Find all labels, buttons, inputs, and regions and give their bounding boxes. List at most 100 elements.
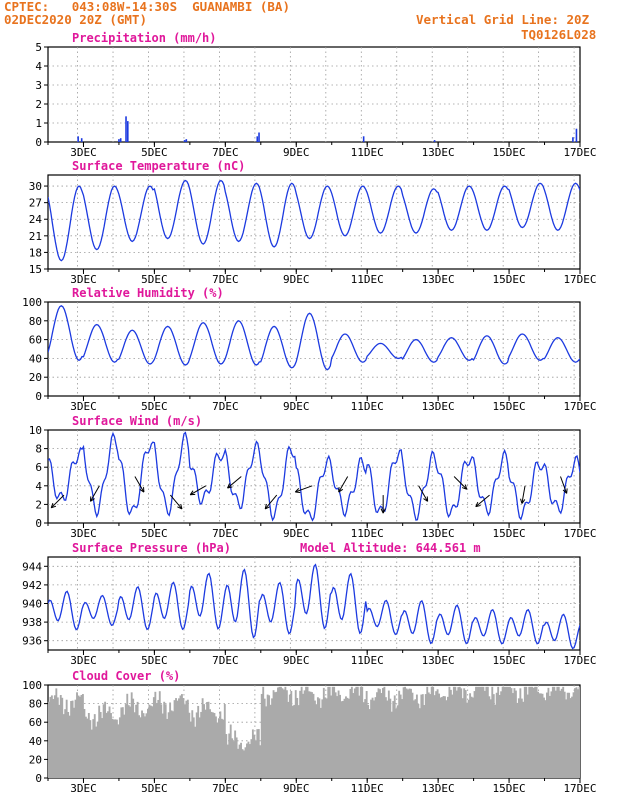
cloud-bar bbox=[154, 691, 157, 778]
grid-note: Vertical Grid Line: 20Z bbox=[416, 12, 590, 27]
cloud-bar bbox=[207, 701, 210, 778]
cloud-bar bbox=[333, 686, 336, 778]
cloud-bar bbox=[132, 698, 135, 778]
cloud-bar bbox=[149, 705, 152, 778]
cloud-bar bbox=[562, 686, 565, 778]
y-tick-label: 6 bbox=[35, 461, 42, 474]
cloud-bar bbox=[248, 744, 251, 778]
wind-arrow bbox=[295, 485, 313, 493]
cloud-bar bbox=[517, 698, 520, 778]
cloud-bar bbox=[299, 690, 302, 778]
cloud-bar bbox=[364, 699, 367, 778]
cloud-bar bbox=[358, 695, 361, 778]
cloud-bar bbox=[89, 720, 92, 778]
cloud-bar bbox=[423, 705, 426, 778]
cloud-bar bbox=[509, 686, 511, 778]
cloud-bar bbox=[396, 705, 399, 778]
cloud-bar bbox=[92, 719, 95, 778]
cloud-bar bbox=[173, 700, 176, 778]
x-tick-label: 3DEC bbox=[70, 654, 97, 667]
cloud-bar bbox=[296, 697, 299, 778]
cloud-bar bbox=[107, 711, 109, 778]
cloud-bar bbox=[144, 716, 146, 778]
cloud-bar bbox=[170, 710, 173, 778]
wind-arrow-head bbox=[294, 488, 300, 493]
wind-arrow-head bbox=[227, 483, 231, 489]
cloud-bar bbox=[319, 707, 322, 778]
cloud-bar bbox=[84, 716, 87, 778]
cloud-bar bbox=[430, 686, 433, 778]
cloud-bar bbox=[285, 690, 288, 778]
cloud-bar bbox=[485, 686, 488, 778]
y-tick-label: 30 bbox=[29, 180, 42, 193]
cloud-bar bbox=[278, 686, 281, 778]
cloud-bar bbox=[526, 694, 529, 778]
cloud-bar bbox=[330, 695, 333, 778]
cloud-bar bbox=[81, 694, 84, 778]
cloud-bar bbox=[392, 701, 395, 778]
cloud-bar bbox=[195, 712, 198, 778]
cloud-bar bbox=[475, 686, 477, 778]
cloud-bar bbox=[429, 694, 432, 778]
cloud-bar bbox=[71, 700, 74, 778]
cloud-bar bbox=[271, 698, 274, 778]
cloud-bar bbox=[263, 698, 266, 778]
cloud-bar bbox=[426, 686, 429, 778]
cloud-bar bbox=[414, 699, 417, 778]
cloud-bar bbox=[417, 703, 420, 778]
cloud-bar bbox=[411, 692, 414, 778]
y-tick-label: 0 bbox=[35, 772, 42, 785]
series-line bbox=[48, 179, 580, 262]
cloud-bar bbox=[49, 696, 52, 778]
cloud-bar bbox=[574, 688, 576, 778]
wind-arrow-head bbox=[189, 490, 194, 496]
wind-arrow bbox=[338, 476, 349, 493]
cloud-bar bbox=[53, 695, 56, 778]
panel-2: Relative Humidity (%) 0 20 40 60 80 100 3DEC 5DE… bbox=[22, 286, 596, 413]
x-tick-label: 3DEC bbox=[70, 527, 97, 540]
panel-3: Surface Wind (m/s) 0 2 4 6 8 10 3DEC 5DEC 7DEC 9DE… bbox=[29, 414, 597, 540]
wind-arrow-head bbox=[51, 505, 57, 509]
cloud-bar bbox=[113, 719, 115, 778]
cloud-bar bbox=[449, 689, 452, 778]
cloud-bar bbox=[302, 693, 305, 778]
y-tick-label: 0 bbox=[35, 517, 42, 530]
cloud-bar bbox=[291, 705, 294, 778]
cloud-bar bbox=[99, 712, 102, 778]
cloud-bar bbox=[457, 687, 460, 778]
cloud-bar bbox=[234, 730, 237, 778]
cloud-bar bbox=[578, 686, 580, 778]
x-tick-label: 7DEC bbox=[212, 273, 239, 286]
y-tick-label: 40 bbox=[29, 352, 42, 365]
y-tick-label: 21 bbox=[29, 230, 42, 243]
y-tick-label: 20 bbox=[29, 753, 42, 766]
panel-title: Surface Temperature (nC) bbox=[72, 159, 245, 173]
cloud-bar bbox=[175, 698, 177, 778]
cloud-bar bbox=[158, 691, 161, 778]
cloud-bar bbox=[420, 694, 423, 778]
y-tick-label: 100 bbox=[22, 296, 42, 309]
cloud-bar bbox=[371, 697, 374, 778]
cloud-bar bbox=[141, 710, 143, 778]
x-tick-label: 17DEC bbox=[563, 654, 596, 667]
cloud-bar bbox=[201, 698, 204, 778]
cloud-bar bbox=[504, 686, 507, 778]
x-tick-label: 15DEC bbox=[493, 400, 526, 413]
cloud-bar bbox=[410, 688, 412, 778]
y-tick-label: 936 bbox=[22, 635, 42, 648]
cloud-bar bbox=[183, 704, 186, 778]
cloud-bar bbox=[269, 704, 272, 778]
y-tick-label: 5 bbox=[35, 41, 42, 54]
wind-arrow bbox=[418, 485, 429, 502]
y-tick-label: 944 bbox=[22, 560, 42, 573]
x-tick-label: 17DEC bbox=[563, 273, 596, 286]
cloud-bar bbox=[421, 694, 424, 778]
cloud-bar bbox=[495, 692, 498, 778]
x-tick-label: 17DEC bbox=[563, 146, 596, 159]
cloud-bar bbox=[308, 691, 310, 778]
cloud-bar bbox=[551, 686, 554, 778]
cloud-bar bbox=[324, 697, 327, 778]
cloud-bar bbox=[87, 712, 90, 778]
cloud-bar bbox=[260, 693, 263, 778]
